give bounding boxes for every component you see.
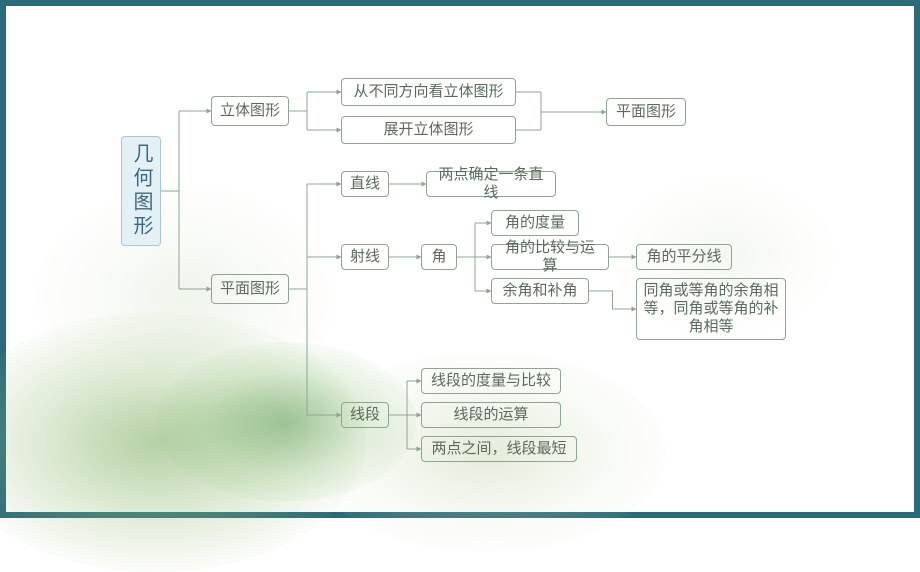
node-ray: 射线 xyxy=(341,244,389,270)
node-plane: 平面图形 xyxy=(211,274,289,304)
node-twoPtLine: 两点确定一条直线 xyxy=(426,171,556,197)
node-bisector: 角的平分线 xyxy=(636,244,732,270)
node-compSupp: 余角和补角 xyxy=(491,278,589,304)
node-shortest: 两点之间，线段最短 xyxy=(421,436,577,462)
node-measAngle: 角的度量 xyxy=(491,210,579,236)
bg-wash xyxy=(36,186,336,406)
node-plane2: 平面图形 xyxy=(606,98,686,126)
bg-wash xyxy=(0,312,366,572)
node-cmpAngle: 角的比较与运算 xyxy=(491,244,609,270)
node-sameAngle: 同角或等角的余角相等，同角或等角的补角相等 xyxy=(636,278,786,340)
node-root: 几何图形 xyxy=(121,136,161,246)
node-solid: 立体图形 xyxy=(211,96,289,126)
node-segMeas: 线段的度量与比较 xyxy=(421,368,561,394)
node-line: 直线 xyxy=(341,171,389,197)
node-angle: 角 xyxy=(421,244,457,270)
node-viewdir: 从不同方向看立体图形 xyxy=(341,78,516,106)
node-unfold: 展开立体图形 xyxy=(341,116,516,144)
node-segCalc: 线段的运算 xyxy=(421,402,561,428)
node-seg: 线段 xyxy=(341,402,389,428)
